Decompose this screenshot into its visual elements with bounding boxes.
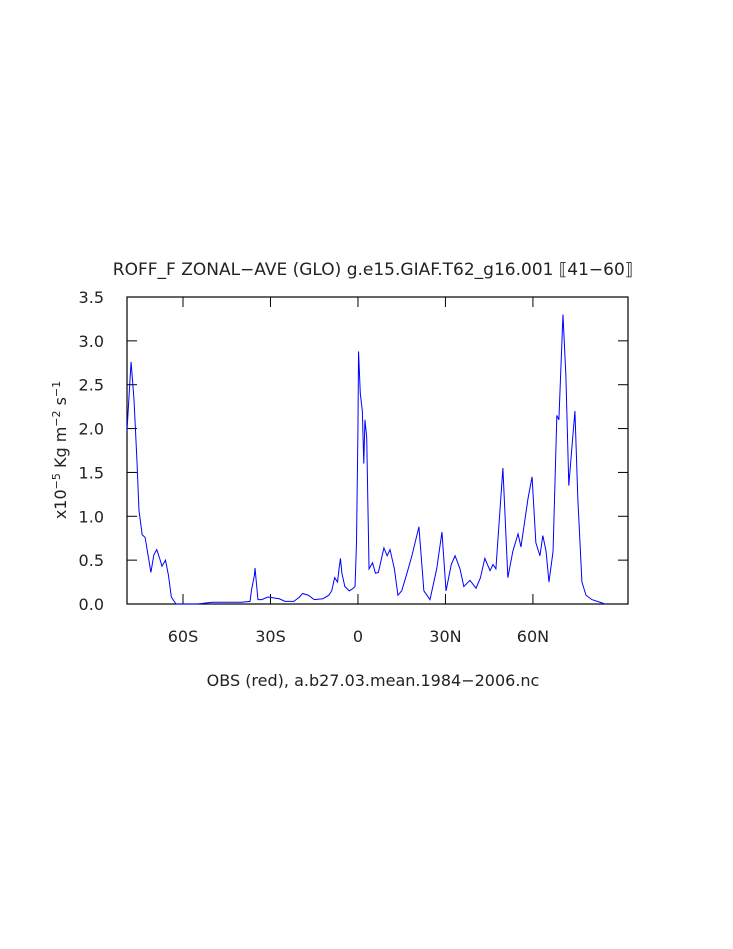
y-label-part: x10 [51, 489, 70, 519]
y-label-part: s [51, 397, 70, 410]
x-axis-label: OBS (red), a.b27.03.mean.1984−2006.nc [207, 671, 540, 690]
y-tick-label: 0.5 [79, 551, 104, 570]
y-tick-label: 1.5 [79, 463, 104, 482]
y-tick-label: 3.5 [79, 288, 104, 307]
y-tick-label: 1.0 [79, 507, 104, 526]
data-line [126, 314, 606, 605]
y-axis-label: x10−5 Kg m−2 s−1 [50, 381, 71, 519]
y-label-superscript: −1 [50, 381, 63, 397]
x-tick-label: 60N [517, 627, 549, 646]
x-tick-label: 0 [353, 627, 363, 646]
y-label-superscript: −2 [50, 410, 63, 426]
y-tick-label: 2.0 [79, 420, 104, 439]
plot-frame [126, 296, 629, 605]
x-tick-label: 60S [168, 627, 199, 646]
y-tick-label: 2.5 [79, 376, 104, 395]
y-tick-label: 3.0 [79, 332, 104, 351]
y-tick-label: 0.0 [79, 595, 104, 614]
y-label-superscript: −5 [50, 473, 63, 489]
x-tick-label: 30S [255, 627, 286, 646]
x-tick-label: 30N [429, 627, 461, 646]
chart-title: ROFF_F ZONAL−AVE (GLO) g.e15.GIAF.T62_g1… [113, 260, 633, 280]
y-label-part: Kg m [51, 427, 70, 473]
